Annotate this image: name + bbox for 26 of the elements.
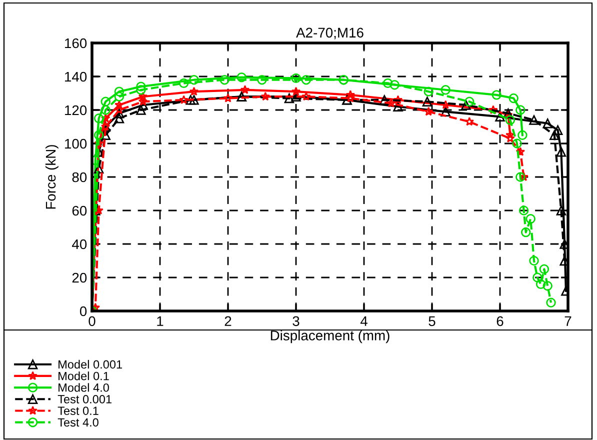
y-tick-label: 0	[80, 306, 87, 316]
x-tick-label: 5	[428, 316, 436, 326]
y-tick-label: 40	[72, 239, 87, 250]
y-tick-label: 60	[72, 206, 87, 216]
y-axis-title: Force (kN)	[45, 145, 58, 209]
x-tick-label: 3	[292, 316, 300, 326]
x-tick-label: 4	[360, 316, 368, 326]
legend-label: Model 4.0	[58, 383, 109, 392]
x-tick-label: 0	[88, 316, 96, 326]
legend-label: Test 0.1	[58, 406, 98, 415]
legend-label: Model 0.001	[58, 360, 122, 369]
legend-label: Test 4.0	[58, 418, 98, 427]
chart-title: A2-70;M16	[296, 28, 364, 40]
y-tick-label: 80	[72, 172, 87, 182]
y-tick-label: 100	[65, 138, 87, 149]
x-tick-label: 1	[157, 316, 164, 326]
x-tick-label: 6	[496, 316, 504, 326]
x-tick-label: 2	[224, 316, 232, 326]
y-tick-label: 120	[65, 105, 87, 116]
legend-label: Model 0.1	[58, 372, 109, 380]
x-tick-label: 7	[564, 316, 572, 326]
y-tick-label: 20	[72, 272, 87, 283]
y-tick-label: 140	[65, 72, 87, 82]
legend-label: Test 0.001	[58, 395, 112, 404]
y-tick-label: 160	[65, 38, 87, 48]
x-axis-title: Displacement (mm)	[270, 330, 390, 344]
